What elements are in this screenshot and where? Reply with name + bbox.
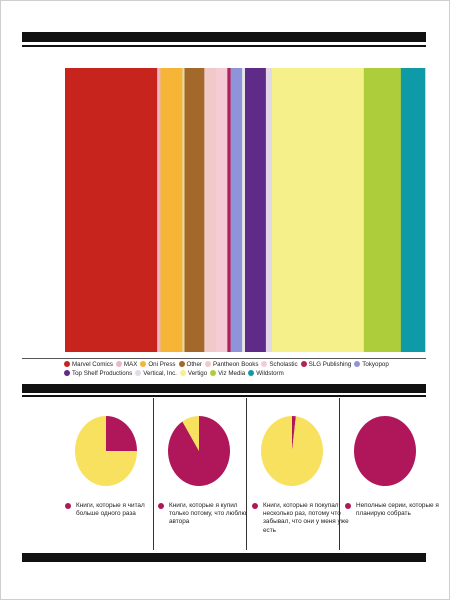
legend-swatch (354, 361, 361, 367)
caption-bullet (252, 503, 258, 509)
legend-label: Viz Media (218, 369, 246, 377)
legend-label: MAX (123, 361, 138, 368)
legend-label: SLG Publishing (308, 361, 352, 368)
pie-2-slice-2 (182, 416, 199, 451)
pie-2-slice-1 (168, 416, 231, 487)
legend-label: Other (186, 361, 202, 368)
legend-label: Marvel Comics (72, 361, 113, 368)
caption-text: Книги, которые я покупал несколько раз, … (263, 502, 349, 534)
pie-caption-2: Книги, которые я купил только потому, чт… (158, 502, 255, 527)
legend-item: Vertical, Inc. (135, 369, 177, 379)
legend-item: Oni Press (140, 361, 176, 370)
legend-row-1: Marvel Comics MAX Oni Press Other Pantheon B… (64, 361, 404, 370)
stacked-segment-3 (160, 68, 183, 352)
legend-swatch (135, 369, 142, 376)
pie-3-slice-1 (292, 416, 296, 451)
legend-swatch (64, 361, 70, 367)
legend-row-2: Top Shelf Productions Vertical, Inc. Verti… (64, 369, 404, 379)
stacked-segment-5 (184, 68, 205, 352)
legend-swatch (210, 369, 217, 376)
pie-1-slice-2 (75, 416, 137, 486)
legend-item: Wildstorm (248, 369, 284, 379)
legend-label: Scholastic (269, 361, 298, 368)
pie-1-slice-1 (106, 416, 137, 451)
legend-label: Vertical, Inc. (143, 369, 177, 377)
legend-swatch (140, 361, 147, 367)
legend-item: Top Shelf Productions (64, 369, 133, 379)
legend-swatch (300, 361, 307, 367)
column-divider (339, 398, 340, 550)
stacked-segment-9 (230, 68, 243, 352)
pie-caption-3: Книги, которые я покупал несколько раз, … (252, 502, 349, 535)
pie-3-slice-2 (260, 416, 323, 487)
stacked-segment-10 (242, 68, 246, 352)
legend-item: Pantheon Books (205, 361, 258, 370)
caption-bullet (65, 503, 71, 509)
top-rule-thick (22, 32, 426, 42)
legend-swatch (179, 369, 186, 376)
legend-item: MAX (115, 361, 138, 370)
legend-label: Top Shelf Productions (72, 369, 133, 377)
column-divider (246, 398, 247, 550)
legend-item: SLG Publishing (300, 361, 352, 370)
stacked-segment-8 (227, 68, 231, 352)
stacked-segment-1 (65, 68, 158, 352)
stacked-segment-4 (182, 68, 185, 352)
caption-text: Книги, которые я читал больше одного раз… (76, 502, 145, 518)
pie-caption-1: Книги, которые я читал больше одного раз… (65, 502, 162, 518)
stacked-segment-11 (245, 68, 267, 352)
legend-rule (22, 358, 426, 359)
pie-4-slice-1 (354, 416, 416, 486)
legend-item: Vertigo (179, 369, 208, 379)
legend-swatch (205, 361, 211, 367)
legend-label: Pantheon Books (213, 361, 259, 368)
stacked-segment-13 (272, 68, 365, 352)
legend-label: Vertigo (187, 369, 208, 377)
legend-item: Marvel Comics (64, 361, 113, 370)
legend-item: Viz Media (210, 369, 246, 379)
caption-bullet (345, 503, 351, 509)
stacked-segment-12 (265, 68, 273, 352)
legend-label: Wildstorm (256, 369, 284, 377)
legend-item: Tokyopop (354, 361, 389, 370)
legend-label: Tokyopop (362, 361, 389, 368)
legend-swatch (64, 369, 70, 376)
caption-bullet (158, 503, 164, 509)
legend-label: Oni Press (148, 361, 176, 368)
bottom-rule-thick (22, 553, 426, 562)
middle-rule-thin (22, 395, 426, 397)
caption-text: Неполные серии, которые я планирую собра… (356, 502, 439, 518)
pie-caption-4: Неполные серии, которые я планирую собра… (345, 502, 442, 518)
stacked-segment-15 (400, 68, 426, 352)
caption-text: Книги, которые я купил только потому, чт… (169, 502, 247, 526)
stacked-segment-6 (204, 68, 217, 352)
middle-rule-thick (22, 384, 426, 393)
legend-swatch (248, 369, 255, 376)
legend-swatch (115, 361, 122, 367)
stacked-segment-7 (215, 68, 228, 352)
legend-item: Scholastic (261, 361, 298, 370)
stacked-segment-14 (363, 68, 402, 352)
legend-item: Other (178, 361, 202, 370)
legend: Marvel Comics MAX Oni Press Other Pantheon B… (64, 361, 404, 378)
top-rule-thin (22, 45, 426, 47)
legend-swatch (178, 361, 185, 367)
column-divider (153, 398, 154, 550)
legend-swatch (261, 361, 268, 367)
stacked-segment-2 (157, 68, 161, 352)
